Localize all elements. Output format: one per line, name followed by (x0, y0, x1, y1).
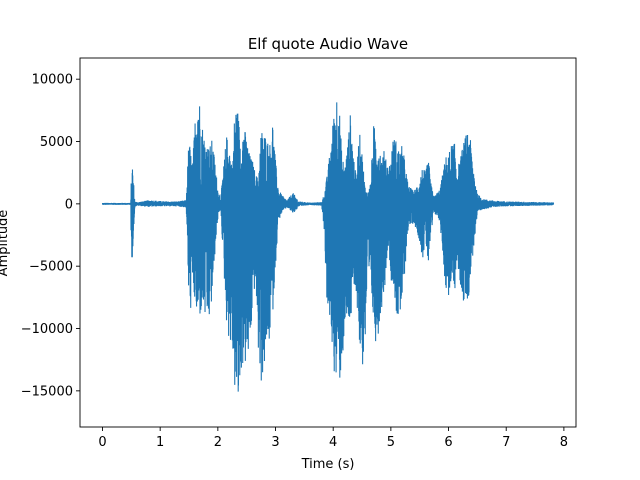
y-axis-label: Amplitude (0, 210, 11, 277)
y-tick-label: 5000 (40, 135, 73, 150)
x-axis-label: Time (s) (301, 457, 355, 472)
x-tick-label: 0 (98, 435, 106, 450)
x-tick-label: 6 (444, 435, 452, 450)
x-tick-label: 2 (214, 435, 222, 450)
chart-title: Elf quote Audio Wave (248, 35, 408, 53)
x-axis: 0 1 2 3 4 5 6 7 8 (98, 427, 568, 450)
x-tick-label: 4 (329, 435, 337, 450)
x-tick-label: 1 (156, 435, 164, 450)
plot-area (79, 57, 577, 428)
x-tick-label: 8 (560, 435, 568, 450)
y-tick-label: −5000 (29, 260, 73, 275)
y-axis: −15000 −10000 −5000 0 5000 10000 (21, 73, 80, 399)
y-tick-label: −10000 (21, 322, 73, 337)
waveform-line (101, 102, 555, 392)
x-tick-label: 5 (387, 435, 395, 450)
axes-frame (79, 57, 577, 428)
x-tick-label: 3 (271, 435, 279, 450)
y-tick-label: −15000 (21, 384, 73, 399)
y-tick-label: 10000 (32, 73, 73, 88)
y-tick-label: 0 (65, 197, 73, 212)
x-tick-label: 7 (502, 435, 510, 450)
